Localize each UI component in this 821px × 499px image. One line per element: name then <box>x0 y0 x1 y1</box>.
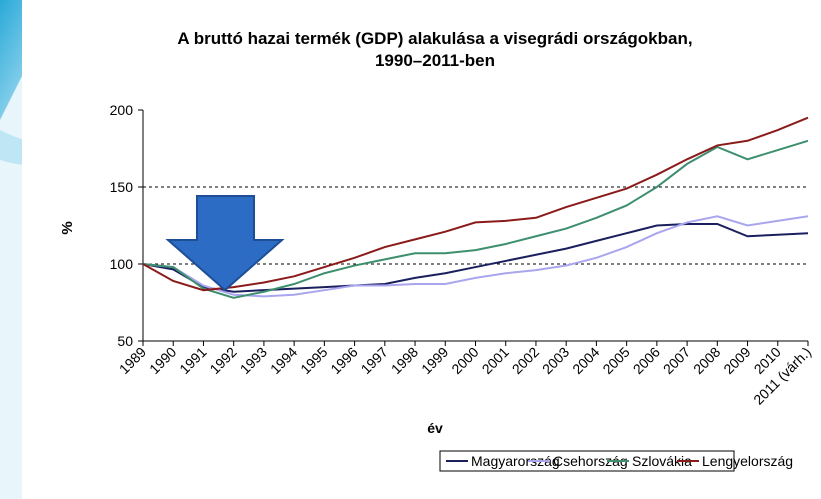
y-tick-label: 100 <box>110 256 134 272</box>
chart-title: A bruttó hazai termék (GDP) alakulása a … <box>177 29 692 48</box>
y-axis-label: % <box>59 221 76 234</box>
line <box>142 139 809 299</box>
legend <box>439 450 735 472</box>
y-tick-label: 50 <box>117 333 133 349</box>
arrow <box>165 195 285 292</box>
legend-label: Csehország <box>553 453 628 469</box>
x-axis-label: év <box>427 420 443 436</box>
line <box>142 222 809 293</box>
line <box>142 215 809 298</box>
legend-label: Szlovákia <box>632 453 692 469</box>
chart-area <box>22 0 821 499</box>
y-tick-label: 150 <box>110 179 134 195</box>
line <box>142 116 809 292</box>
legend-label: Lengyelország <box>702 453 793 469</box>
chart-title: 1990–2011-ben <box>375 51 495 70</box>
y-tick-label: 200 <box>110 102 134 118</box>
legend-label: Magyarország <box>471 453 560 469</box>
